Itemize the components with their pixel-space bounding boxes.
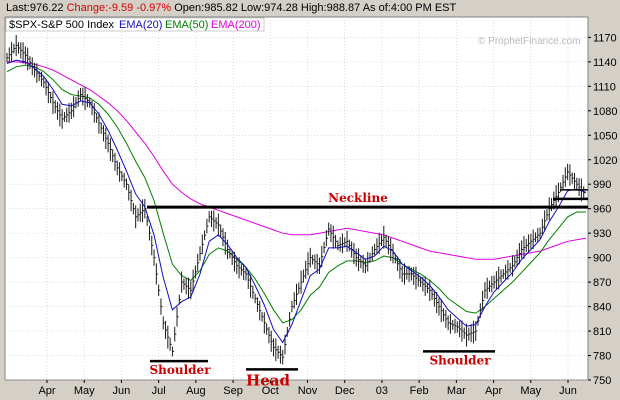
legend-box bbox=[5, 17, 265, 32]
x-axis-ticks: Apr May Jun Jul Aug Sep Oct Nov Dec 03 Feb Mar Apr Ma… bbox=[38, 380, 577, 397]
y-tick-label: 1020 bbox=[593, 155, 617, 167]
y-tick-label: 1080 bbox=[593, 106, 617, 118]
high-label: High: bbox=[300, 2, 327, 14]
y-tick-label: 780 bbox=[593, 351, 611, 363]
y-tick-label: 900 bbox=[593, 253, 611, 265]
y-tick-label: 810 bbox=[593, 326, 611, 338]
x-tick-label: Aug bbox=[186, 385, 206, 397]
ema20-polyline bbox=[6, 59, 587, 344]
neckline-group: Neckline bbox=[147, 189, 588, 209]
y-tick-label: 750 bbox=[593, 375, 611, 387]
neckline-label: Neckline bbox=[328, 191, 388, 205]
quote-header: Last:976.22 Change:-9.59 -0.97% Open:985… bbox=[6, 2, 456, 15]
x-tick-label: Dec bbox=[335, 385, 355, 397]
y-tick-label: 1110 bbox=[593, 81, 616, 93]
x-tick-label: Jul bbox=[152, 385, 166, 397]
ema20-line bbox=[6, 59, 587, 344]
y-axis-ticks: 750 780 810 840 870 900 930 960 990 1020 1050 1080 1… bbox=[588, 32, 617, 387]
ema200-line bbox=[7, 61, 587, 260]
y-tick-label: 840 bbox=[593, 302, 611, 314]
y-tick-label: 870 bbox=[593, 277, 611, 289]
open-value: 985.82 bbox=[204, 2, 238, 14]
change-label: Change: bbox=[66, 2, 109, 14]
low-label: Low: bbox=[240, 2, 265, 14]
asof-value: 4:00 PM EST bbox=[390, 2, 457, 14]
grid bbox=[5, 17, 588, 381]
x-tick-label: Sep bbox=[223, 385, 243, 397]
y-tick-label: 960 bbox=[593, 204, 611, 216]
x-tick-label: Jun bbox=[559, 385, 577, 397]
x-tick-label: Mar bbox=[447, 385, 466, 397]
legend-symbol: $SPX-S&P 500 Index bbox=[9, 19, 114, 31]
x-tick-label: Jun bbox=[113, 385, 131, 397]
legend: $SPX-S&P 500 Index EMA(20) EMA(50) EMA(2… bbox=[5, 17, 265, 32]
change-value: -9.59 bbox=[108, 2, 134, 14]
x-tick-label: Apr bbox=[38, 385, 55, 397]
pattern-label: Shoulder bbox=[429, 353, 491, 367]
y-tick-label: 1050 bbox=[593, 130, 617, 142]
pattern-label: Shoulder bbox=[149, 363, 211, 377]
high-value: 988.87 bbox=[326, 2, 361, 14]
open-label: Open: bbox=[174, 2, 205, 14]
x-tick-label: Apr bbox=[485, 385, 502, 397]
ema50-polyline bbox=[6, 64, 586, 324]
y-tick-label: 990 bbox=[593, 179, 611, 191]
x-tick-label: Feb bbox=[410, 385, 429, 397]
x-tick-label: 03 bbox=[376, 385, 388, 397]
last-label: Last: bbox=[6, 2, 30, 14]
y-tick-label: 930 bbox=[593, 228, 611, 240]
x-tick-label: Nov bbox=[298, 385, 318, 397]
change-percent: -0.97% bbox=[136, 2, 172, 14]
ema50-line bbox=[6, 64, 586, 324]
pattern-annotations: Shoulder Head Shoulder bbox=[149, 350, 495, 389]
x-tick-label: May bbox=[520, 385, 541, 397]
y-tick-label: 1140 bbox=[593, 57, 617, 69]
asof-label: As of: bbox=[362, 2, 391, 14]
legend-ema50: EMA(50) bbox=[165, 19, 208, 31]
x-tick-label: May bbox=[74, 385, 95, 397]
price-bars bbox=[6, 34, 586, 365]
x-tick-label: Oct bbox=[262, 385, 279, 397]
low-value: 974.28 bbox=[264, 2, 298, 14]
legend-ema200: EMA(200) bbox=[211, 19, 261, 31]
y-tick-label: 1170 bbox=[593, 32, 617, 44]
plot-area bbox=[4, 16, 589, 381]
ema200-polyline bbox=[7, 61, 587, 260]
legend-ema20: EMA(20) bbox=[119, 19, 162, 31]
watermark: © ProphetFinance.com bbox=[478, 36, 580, 47]
pattern-label: Head bbox=[246, 371, 290, 389]
last-value: 976.22 bbox=[29, 2, 64, 14]
